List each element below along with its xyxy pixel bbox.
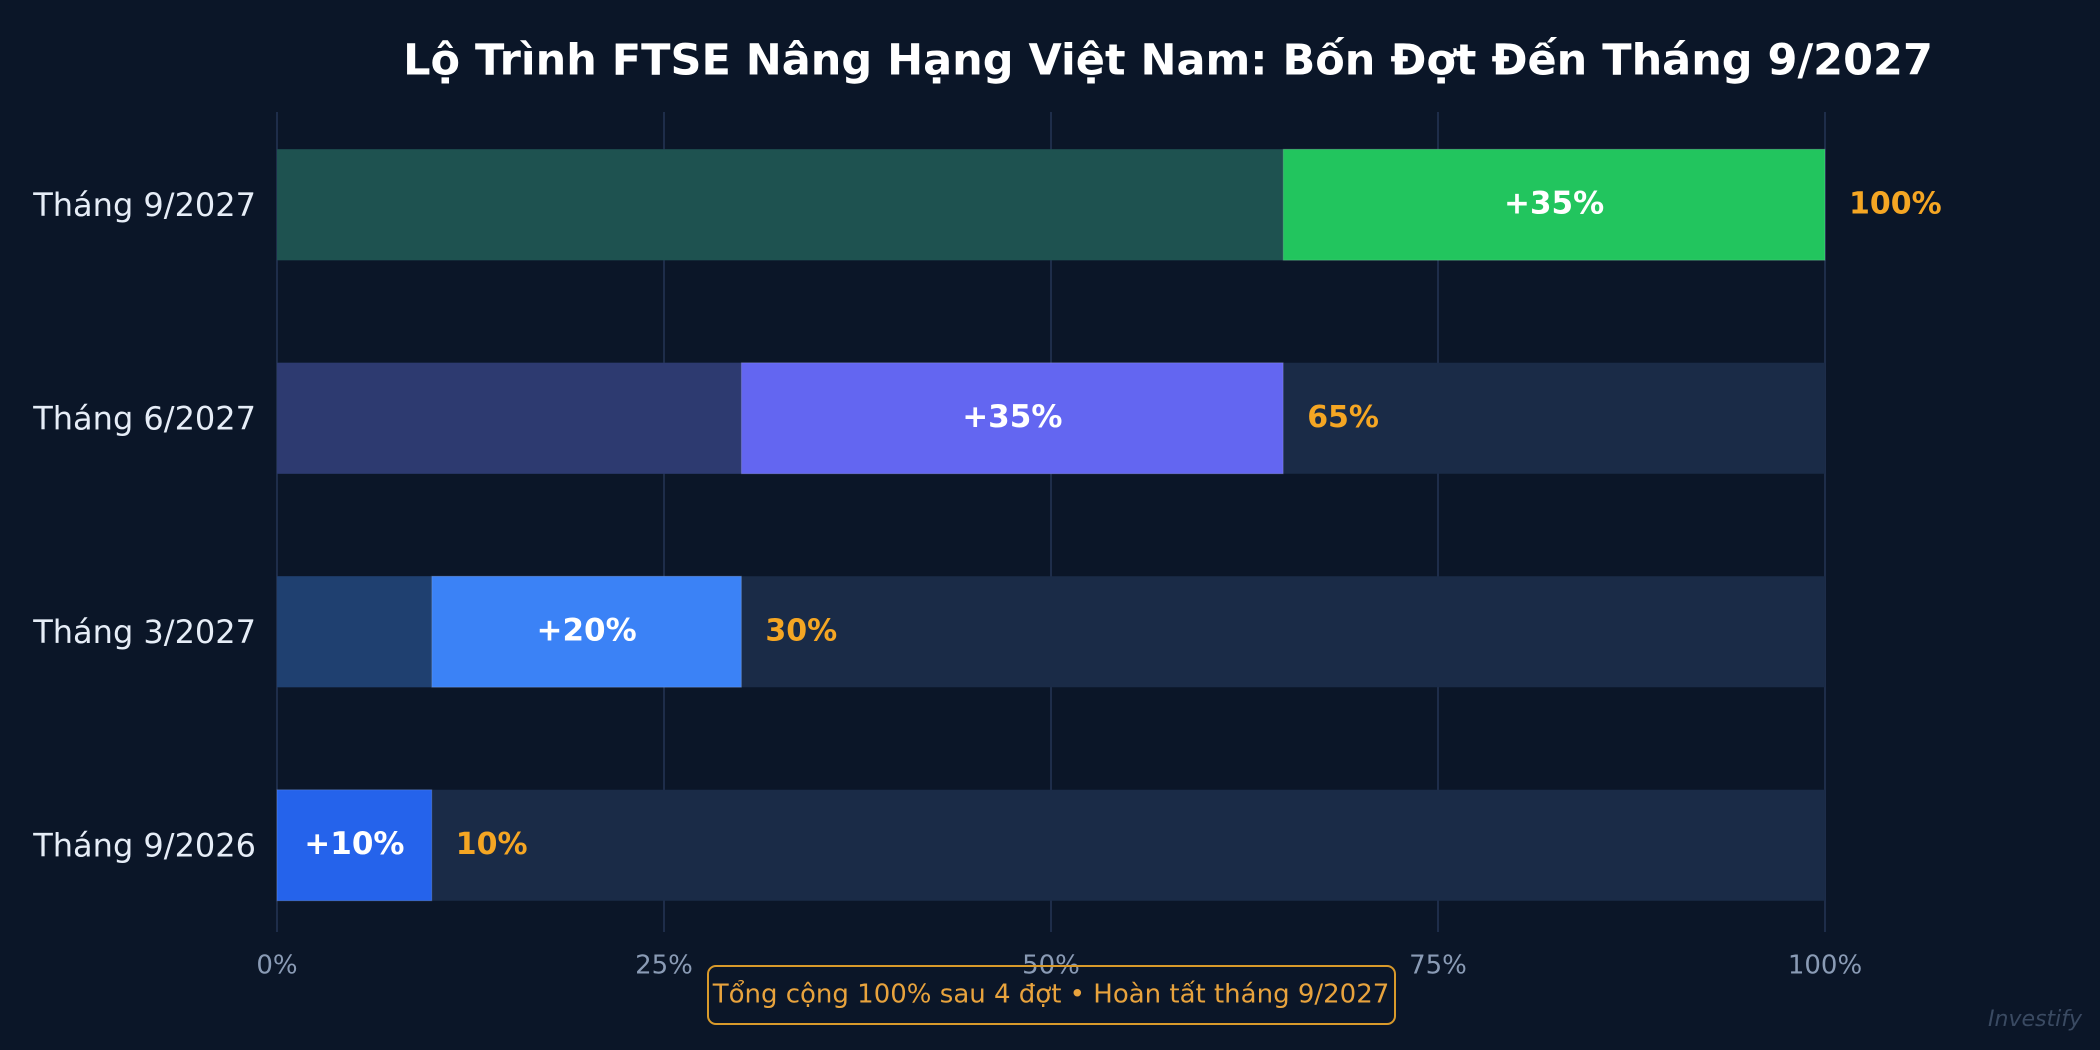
y-tick-label: Tháng 6/2027 — [32, 399, 256, 437]
segment-label: +35% — [962, 399, 1062, 435]
x-tick-label: 0% — [256, 951, 297, 981]
x-tick-label: 25% — [635, 951, 693, 981]
bar-segment — [277, 362, 742, 474]
y-tick-label: Tháng 9/2027 — [32, 186, 256, 224]
bar-segment — [277, 576, 432, 688]
x-tick-label: 75% — [1409, 951, 1467, 981]
segment-label: +20% — [537, 612, 637, 648]
segment-label: +10% — [304, 826, 404, 862]
total-label: 30% — [765, 613, 837, 648]
y-tick-label: Tháng 9/2026 — [32, 826, 256, 864]
bar-segment — [431, 575, 742, 688]
x-tick-label: 100% — [1788, 951, 1862, 981]
total-label: 100% — [1849, 186, 1942, 221]
note-box — [707, 965, 1396, 1025]
chart-title: Lộ Trình FTSE Nâng Hạng Việt Nam: Bốn Đợ… — [403, 36, 1933, 86]
total-label: 10% — [456, 827, 528, 862]
segment-label: +35% — [1504, 185, 1604, 221]
bar-segment — [740, 362, 1284, 475]
y-tick-label: Tháng 3/2027 — [32, 613, 256, 651]
note: Tổng cộng 100% sau 4 đợt • Hoàn tất thán… — [712, 979, 1390, 1010]
total-label: 65% — [1307, 400, 1379, 435]
track — [277, 789, 1825, 901]
watermark: Investify — [1988, 1007, 2083, 1032]
bar-segment — [1282, 148, 1826, 261]
bar-segment — [276, 789, 433, 902]
bar-segment — [277, 149, 1284, 261]
